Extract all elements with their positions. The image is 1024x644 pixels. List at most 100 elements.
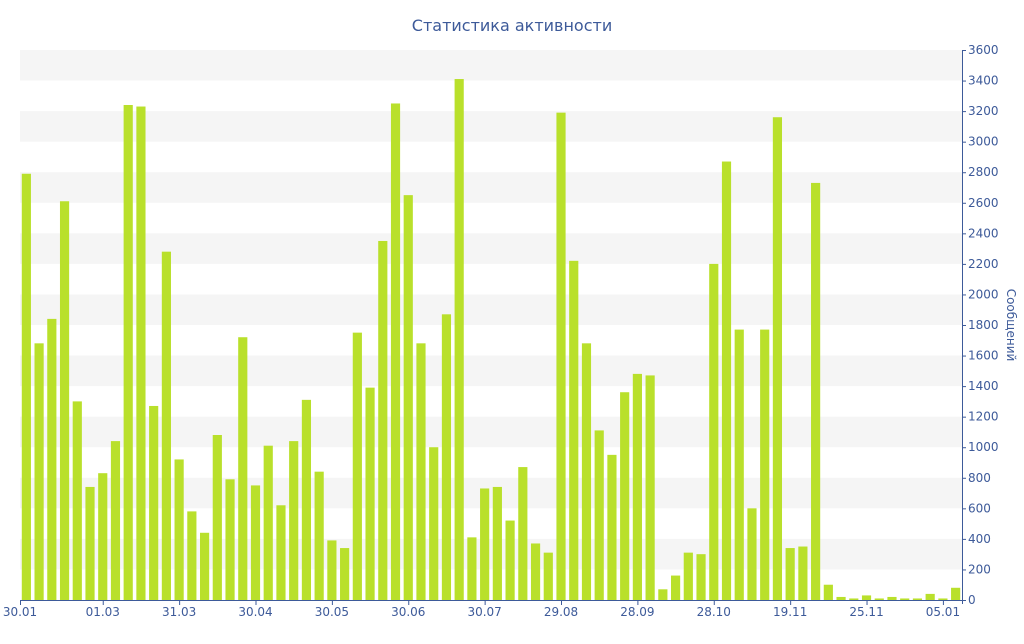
bar[interactable] xyxy=(938,598,948,600)
x-tick-label: 01.03 xyxy=(86,605,120,619)
bar[interactable] xyxy=(747,508,757,600)
bar[interactable] xyxy=(161,251,171,601)
bar[interactable] xyxy=(683,552,693,600)
bar[interactable] xyxy=(365,387,375,600)
bar[interactable] xyxy=(429,447,439,600)
bar[interactable] xyxy=(390,103,401,600)
bar[interactable] xyxy=(301,399,312,600)
bar[interactable] xyxy=(327,540,337,600)
bar[interactable] xyxy=(569,260,579,600)
bar[interactable] xyxy=(874,598,884,600)
bar[interactable] xyxy=(72,401,82,600)
bar[interactable] xyxy=(696,554,706,600)
bar[interactable] xyxy=(823,584,833,600)
bar[interactable] xyxy=(709,263,719,600)
bar[interactable] xyxy=(441,314,452,600)
bar[interactable] xyxy=(671,575,681,600)
bar[interactable] xyxy=(289,441,299,600)
bar[interactable] xyxy=(734,329,744,600)
bar[interactable] xyxy=(492,486,502,600)
bar[interactable] xyxy=(340,548,350,600)
y-tick-label: 2200 xyxy=(968,257,999,271)
bar[interactable] xyxy=(225,479,235,600)
bar[interactable] xyxy=(416,343,426,600)
grid-band xyxy=(20,111,962,142)
bar[interactable] xyxy=(314,471,324,600)
y-tick-label: 200 xyxy=(968,562,991,576)
x-tick-label: 30.01 xyxy=(3,605,37,619)
x-tick-label: 31.03 xyxy=(162,605,196,619)
bar[interactable] xyxy=(811,182,821,601)
bar[interactable] xyxy=(912,598,923,600)
y-tick-label: 600 xyxy=(968,501,991,515)
bar[interactable] xyxy=(887,596,897,600)
bar[interactable] xyxy=(505,520,515,600)
bar[interactable] xyxy=(543,552,553,600)
bar[interactable] xyxy=(59,201,70,600)
bar[interactable] xyxy=(403,195,413,600)
bar[interactable] xyxy=(212,435,222,600)
bar[interactable] xyxy=(200,532,210,600)
bar[interactable] xyxy=(632,373,642,600)
grid-band xyxy=(20,416,962,448)
x-tick-label: 30.07 xyxy=(467,605,501,619)
bar[interactable] xyxy=(110,441,121,600)
bar[interactable] xyxy=(34,343,44,600)
bar[interactable] xyxy=(136,106,146,600)
bar[interactable] xyxy=(263,445,273,600)
bar[interactable] xyxy=(607,454,617,600)
bar[interactable] xyxy=(47,318,57,600)
y-tick-label: 2400 xyxy=(968,226,999,240)
y-tick-label: 3000 xyxy=(968,135,999,149)
bar[interactable] xyxy=(849,598,859,600)
bar[interactable] xyxy=(556,112,566,600)
bar[interactable] xyxy=(238,337,248,600)
bar[interactable] xyxy=(900,598,910,600)
grid-band xyxy=(20,50,962,81)
bar[interactable] xyxy=(250,485,261,600)
grid-band xyxy=(20,233,962,264)
bar[interactable] xyxy=(581,343,592,600)
y-tick-label: 2000 xyxy=(968,287,999,301)
y-tick-label: 2800 xyxy=(968,165,999,179)
x-tick-label: 28.09 xyxy=(620,605,654,619)
bar[interactable] xyxy=(861,595,872,600)
grid-band xyxy=(20,538,962,570)
bar[interactable] xyxy=(620,392,630,600)
bar[interactable] xyxy=(594,430,604,600)
y-tick-label: 1000 xyxy=(968,440,999,454)
bar[interactable] xyxy=(85,486,95,600)
bar[interactable] xyxy=(798,546,808,600)
x-tick-label: 05.01 xyxy=(926,605,960,619)
bar[interactable] xyxy=(836,596,846,600)
bar[interactable] xyxy=(149,405,159,600)
bar[interactable] xyxy=(772,117,783,600)
bar[interactable] xyxy=(785,548,795,600)
bar[interactable] xyxy=(352,332,362,600)
bar[interactable] xyxy=(925,593,935,600)
bar[interactable] xyxy=(174,459,184,600)
bar[interactable] xyxy=(123,105,133,600)
bar[interactable] xyxy=(951,587,961,600)
bar[interactable] xyxy=(480,488,490,600)
bar[interactable] xyxy=(530,543,541,600)
bar[interactable] xyxy=(187,511,197,600)
chart-title: Статистика активности xyxy=(412,16,612,35)
bar[interactable] xyxy=(645,375,655,600)
grid-band xyxy=(20,477,962,509)
bar[interactable] xyxy=(518,467,528,600)
bar[interactable] xyxy=(454,79,464,600)
y-tick-label: 400 xyxy=(968,532,991,546)
bar[interactable] xyxy=(658,589,668,600)
bar[interactable] xyxy=(467,537,477,600)
bar[interactable] xyxy=(378,240,388,600)
bar[interactable] xyxy=(760,329,770,600)
bar[interactable] xyxy=(721,161,732,600)
x-tick-label: 28.10 xyxy=(697,605,731,619)
bar[interactable] xyxy=(276,505,286,600)
x-tick-label: 30.06 xyxy=(391,605,425,619)
bar[interactable] xyxy=(98,473,108,600)
bar[interactable] xyxy=(21,173,31,600)
